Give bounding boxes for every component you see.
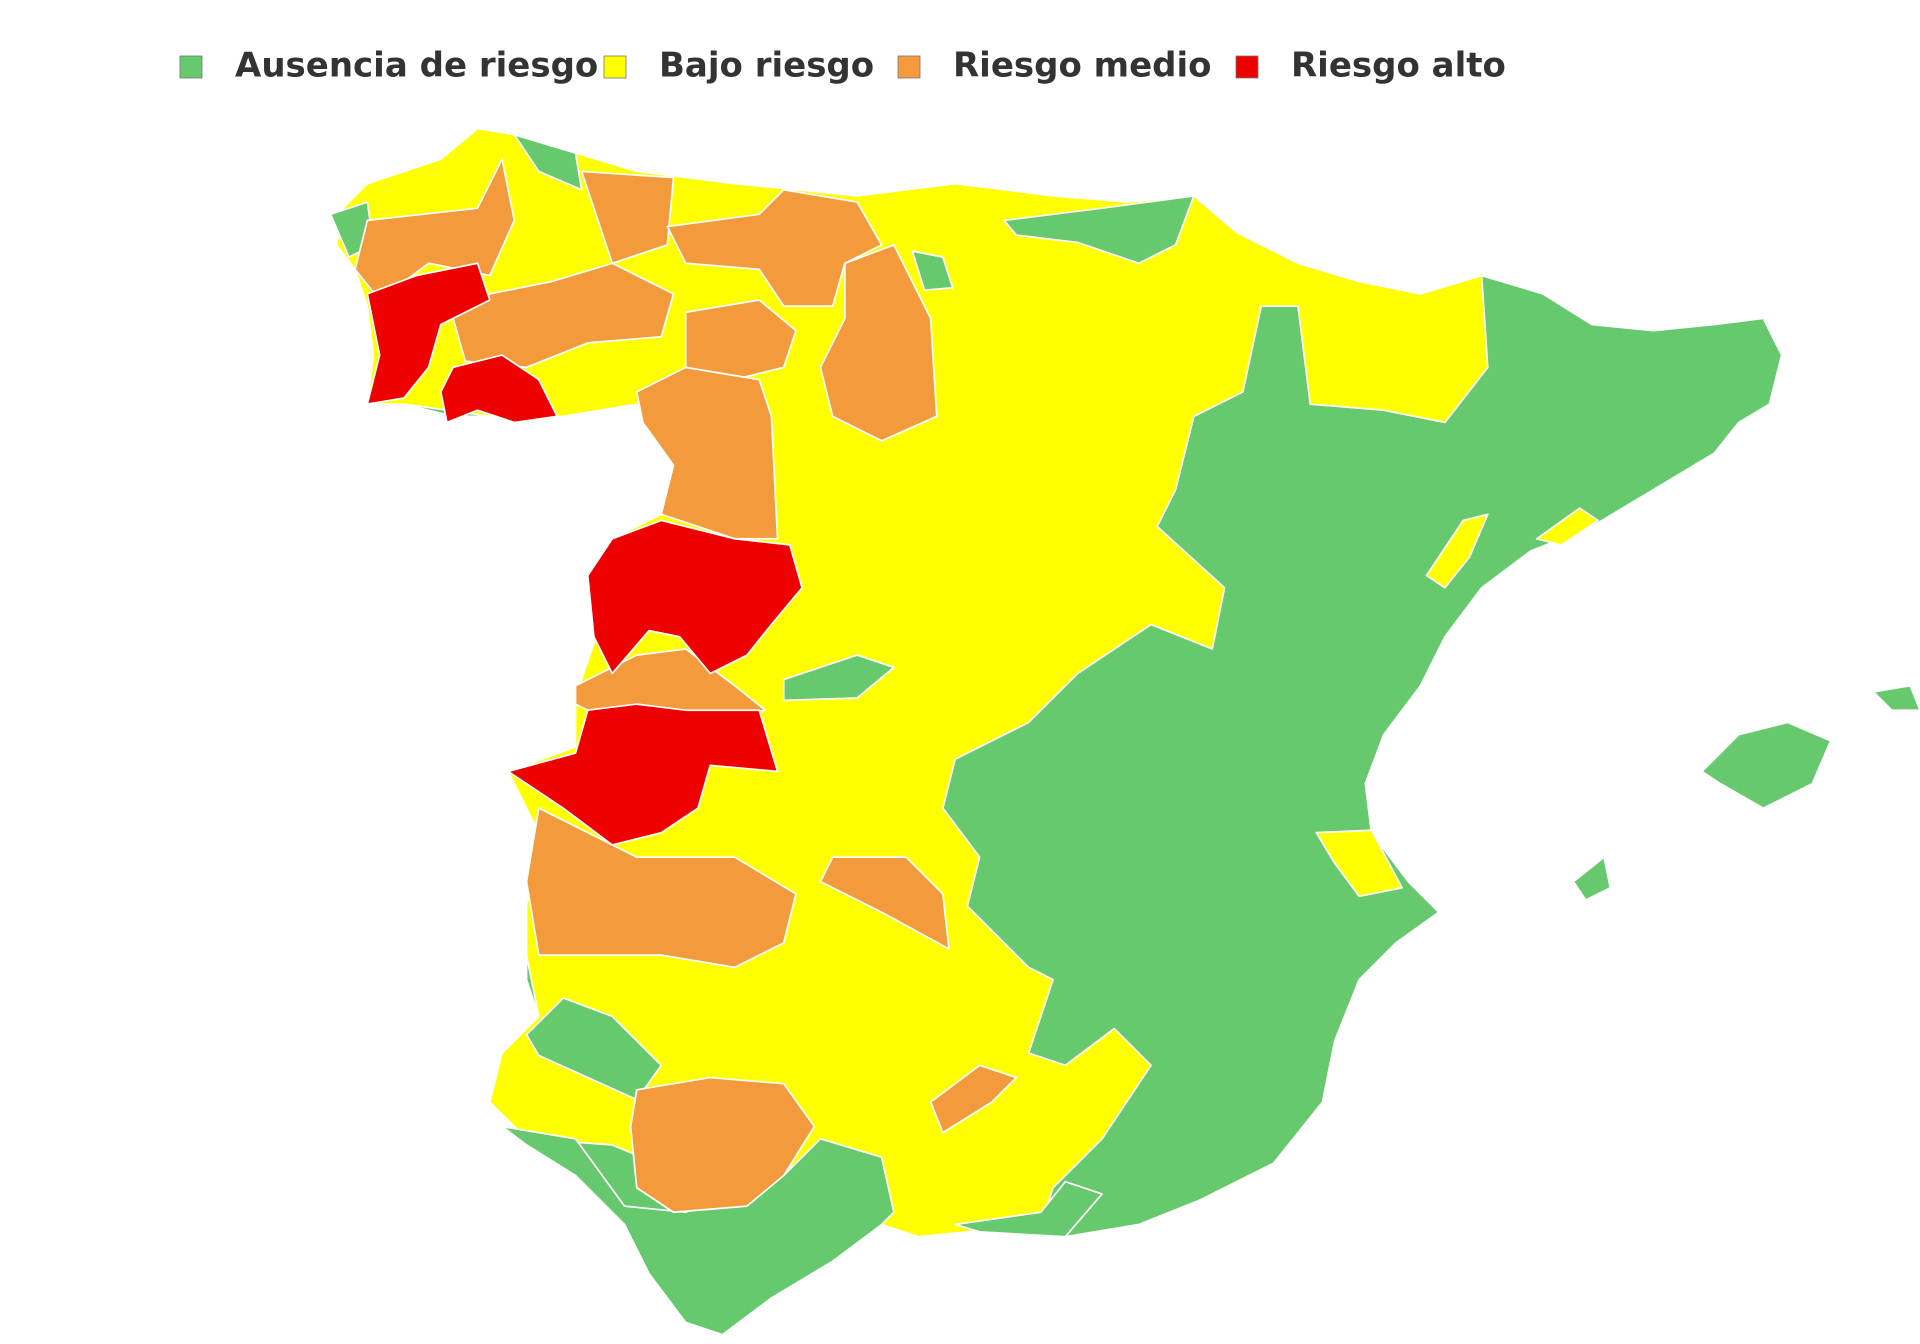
legend-swatch <box>179 55 203 79</box>
region <box>1572 856 1612 901</box>
region <box>819 856 950 950</box>
region <box>366 262 491 405</box>
region <box>1535 507 1599 546</box>
region <box>635 366 779 540</box>
region <box>782 654 895 702</box>
region <box>1003 195 1195 265</box>
region <box>954 1180 1103 1238</box>
legend-label: Bajo riesgo <box>659 46 874 86</box>
region <box>513 133 583 191</box>
region <box>629 1076 816 1214</box>
region <box>1315 829 1403 898</box>
legend-label: Ausencia de riesgo <box>235 46 598 86</box>
legend-swatch <box>897 55 921 79</box>
region <box>525 807 797 969</box>
legend-swatch <box>1235 55 1259 79</box>
legend-label: Riesgo medio <box>953 46 1212 86</box>
legend-swatch <box>603 55 627 79</box>
region <box>1872 684 1920 712</box>
region <box>525 997 663 1101</box>
spain-map <box>329 127 1920 1336</box>
legend: Ausencia de riesgo Bajo riesgo Riesgo medi… <box>179 46 1506 86</box>
region <box>507 703 779 846</box>
region <box>911 250 954 292</box>
region <box>1701 721 1832 810</box>
region <box>580 170 675 265</box>
region <box>439 354 559 424</box>
region <box>586 519 803 675</box>
region <box>452 262 675 369</box>
region <box>819 244 938 442</box>
region <box>929 1064 1018 1134</box>
legend-label: Riesgo alto <box>1291 46 1506 86</box>
region <box>1425 513 1489 589</box>
